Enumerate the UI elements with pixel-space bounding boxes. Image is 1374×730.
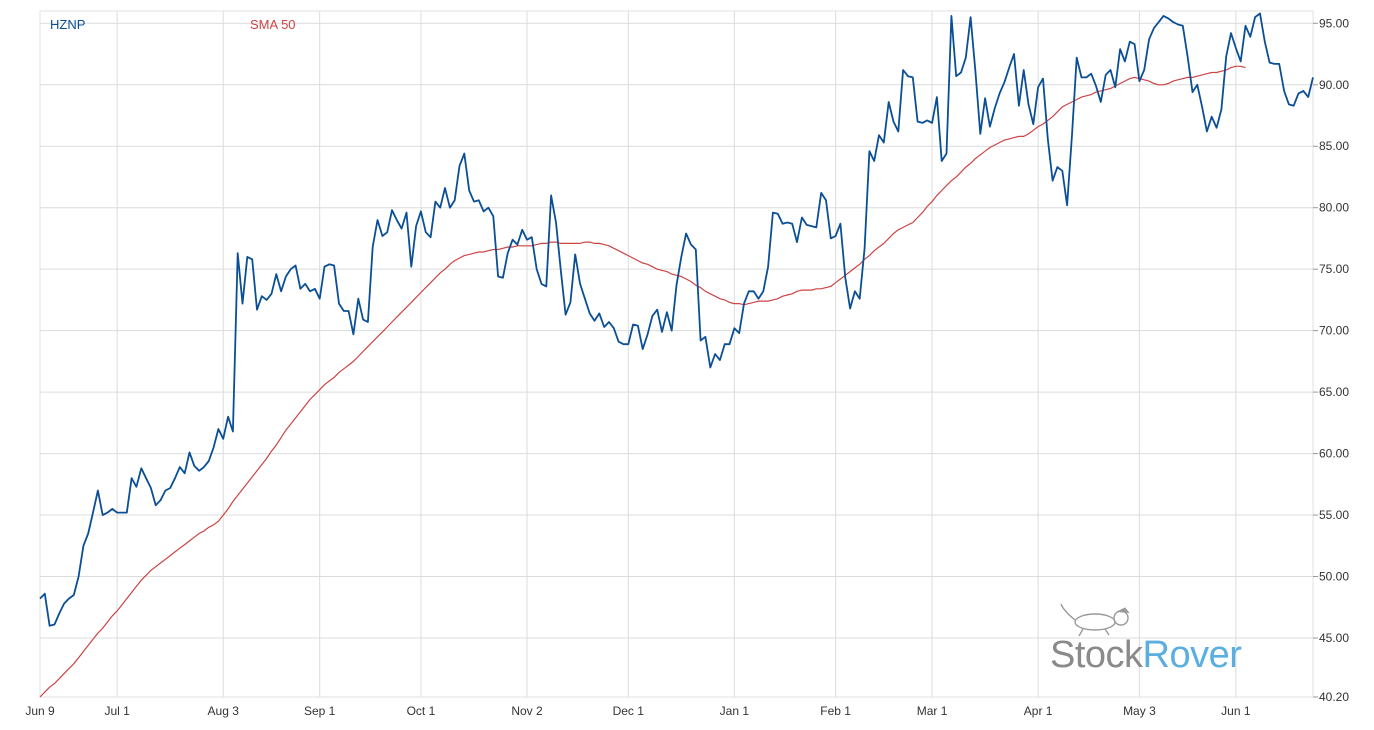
x-tick-label: Oct 1 [407,704,436,718]
x-tick-label: Nov 2 [511,704,543,718]
y-tick-label: 90.00 [1319,78,1349,92]
legend-hznp-label: HZNP [50,17,86,32]
x-tick-label: Dec 1 [613,704,645,718]
y-tick-label: 55.00 [1319,508,1349,522]
y-tick-label: 65.00 [1319,385,1349,399]
legend-sma: SMA 50 [250,17,296,32]
x-axis-labels: Jun 9 Jul 1 Aug 3 Sep 1 Oct 1 Nov 2 Dec 1 Jan 1… [25,704,1251,718]
sma-50-line [39,65,1246,698]
brand-stock: Stock [1050,634,1143,676]
y-tick-label: 70.00 [1319,324,1349,338]
x-tick-label: Sep 1 [304,704,336,718]
x-tick-label: Jun 1 [1221,704,1251,718]
x-tick-label: Jun 9 [25,704,55,718]
chart-grid [39,11,1313,698]
x-tick-label: Jul 1 [104,704,130,718]
x-tick-label: Aug 3 [208,704,240,718]
legend-hznp: HZNP [50,17,85,32]
y-tick-label: 95.00 [1319,16,1349,30]
y-tick-label: 60.00 [1319,447,1349,461]
y-axis-labels: 95.00 90.00 85.00 80.00 75.00 70.00 65.00 60.00… [1313,16,1349,704]
stockrover-watermark: StockRover [1050,600,1260,680]
brand-text: StockRover [1050,634,1242,677]
y-tick-label: 45.00 [1319,631,1349,645]
y-tick-label: 85.00 [1319,139,1349,153]
y-tick-label: 50.00 [1319,570,1349,584]
x-tick-label: Apr 1 [1024,704,1053,718]
brand-rover: Rover [1142,634,1242,676]
x-tick-label: Jan 1 [720,704,750,718]
x-tick-label: Mar 1 [917,704,948,718]
x-tick-label: Feb 1 [820,704,851,718]
plot-frame [39,10,1314,698]
dog-icon [1060,603,1130,637]
hznp-price-line [39,12,1314,627]
y-tick-label: 40.20 [1319,690,1349,704]
y-tick-label: 80.00 [1319,201,1349,215]
legend-sma-label: SMA 50 [250,17,296,32]
y-tick-label: 75.00 [1319,262,1349,276]
x-tick-label: May 3 [1123,704,1156,718]
